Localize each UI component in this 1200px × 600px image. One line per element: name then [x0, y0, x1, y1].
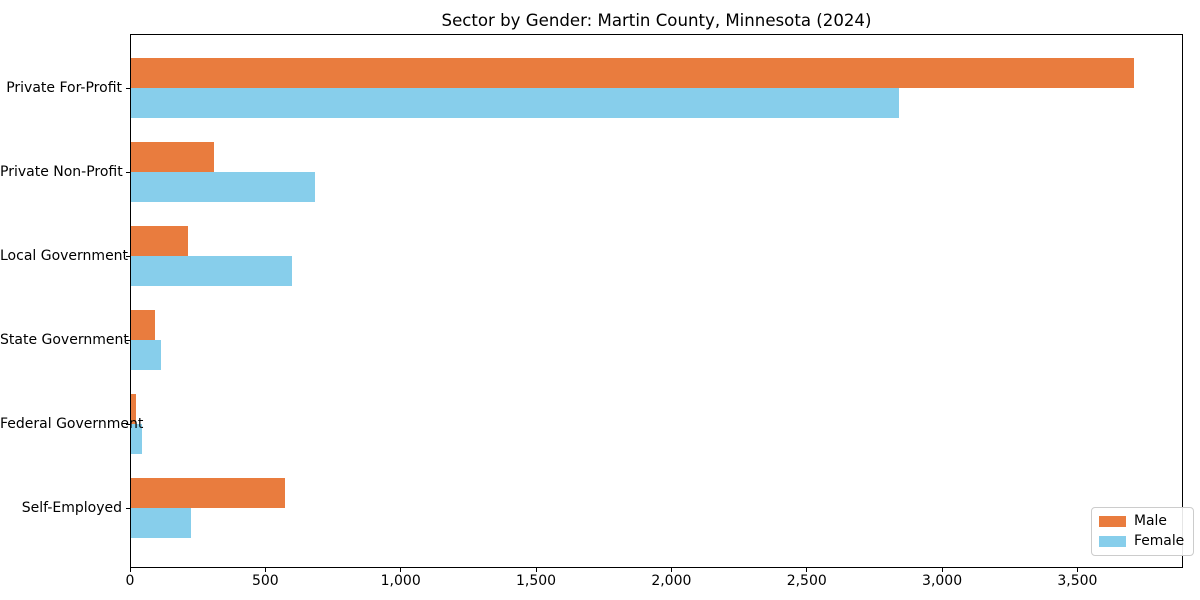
bar-female-4 [130, 424, 142, 454]
legend-label: Male [1134, 513, 1167, 529]
bar-female-5 [130, 508, 191, 538]
ytick-label: Self-Employed [21, 499, 122, 516]
chart-title: Sector by Gender: Martin County, Minneso… [441, 11, 872, 30]
ytick-mark [126, 507, 130, 509]
bar-male-4 [130, 394, 136, 424]
bar-male-2 [130, 226, 188, 256]
xtick-label: 1,000 [380, 573, 421, 589]
xtick-mark [535, 568, 537, 572]
xtick-label: 3,000 [922, 573, 963, 589]
ytick-mark [126, 255, 130, 257]
bar-female-1 [130, 172, 315, 202]
xtick-label: 1,500 [515, 573, 557, 589]
ytick-label: Private Non-Profit [0, 163, 123, 180]
bar-male-0 [130, 58, 1134, 88]
xtick-label: 500 [251, 573, 279, 589]
xtick-mark [1076, 568, 1078, 572]
xtick-mark [129, 568, 131, 572]
xtick-label: 0 [125, 573, 135, 589]
legend-swatch-female [1099, 536, 1126, 547]
legend: Male Female [1091, 507, 1195, 556]
ytick-mark [126, 171, 130, 173]
legend-label: Female [1134, 533, 1185, 549]
bar-male-5 [130, 478, 285, 508]
ytick-label: Local Government [0, 247, 129, 264]
ytick-mark [126, 339, 130, 341]
legend-item-male: Male [1099, 513, 1184, 530]
xtick-label: 2,000 [651, 573, 692, 589]
bar-male-3 [130, 310, 155, 340]
bar-female-2 [130, 256, 292, 286]
ytick-label: Federal Government [0, 415, 144, 432]
xtick-mark [400, 568, 402, 572]
ytick-label: Private For-Profit [6, 79, 122, 96]
bar-male-1 [130, 142, 214, 172]
ytick-label: State Government [0, 331, 129, 348]
xtick-label: 2,500 [786, 573, 827, 589]
ytick-mark [126, 423, 130, 425]
xtick-mark [941, 568, 943, 572]
xtick-mark [670, 568, 672, 572]
xtick-label: 3,500 [1057, 573, 1098, 589]
legend-swatch-male [1099, 516, 1126, 527]
xtick-mark [264, 568, 266, 572]
bar-female-3 [130, 340, 161, 370]
legend-item-female: Female [1099, 533, 1184, 550]
xtick-mark [806, 568, 808, 572]
ytick-mark [126, 87, 130, 89]
bar-female-0 [130, 88, 899, 118]
